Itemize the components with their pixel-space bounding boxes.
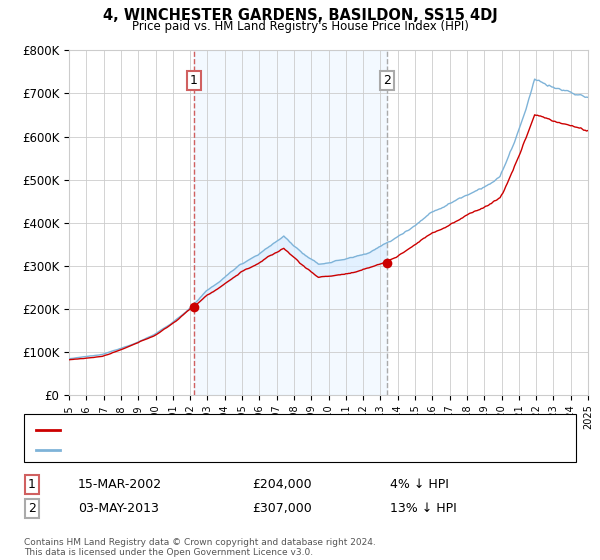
Text: 4, WINCHESTER GARDENS, BASILDON, SS15 4DJ (detached house): 4, WINCHESTER GARDENS, BASILDON, SS15 4D… (69, 424, 440, 435)
Text: HPI: Average price, detached house, Basildon: HPI: Average price, detached house, Basi… (69, 445, 323, 455)
Text: 1: 1 (190, 74, 197, 87)
Text: 1: 1 (28, 478, 36, 491)
Text: 2: 2 (383, 74, 391, 87)
Bar (194, 50, 387, 395)
Text: 4% ↓ HPI: 4% ↓ HPI (390, 478, 449, 491)
Text: Contains HM Land Registry data © Crown copyright and database right 2024.
This d: Contains HM Land Registry data © Crown c… (24, 538, 376, 557)
Text: 2: 2 (28, 502, 36, 515)
Text: 13% ↓ HPI: 13% ↓ HPI (390, 502, 457, 515)
Text: Price paid vs. HM Land Registry's House Price Index (HPI): Price paid vs. HM Land Registry's House … (131, 20, 469, 32)
Text: 4, WINCHESTER GARDENS, BASILDON, SS15 4DJ: 4, WINCHESTER GARDENS, BASILDON, SS15 4D… (103, 8, 497, 24)
Text: £204,000: £204,000 (252, 478, 311, 491)
Text: 15-MAR-2002: 15-MAR-2002 (78, 478, 162, 491)
Text: £307,000: £307,000 (252, 502, 312, 515)
Text: 03-MAY-2013: 03-MAY-2013 (78, 502, 159, 515)
